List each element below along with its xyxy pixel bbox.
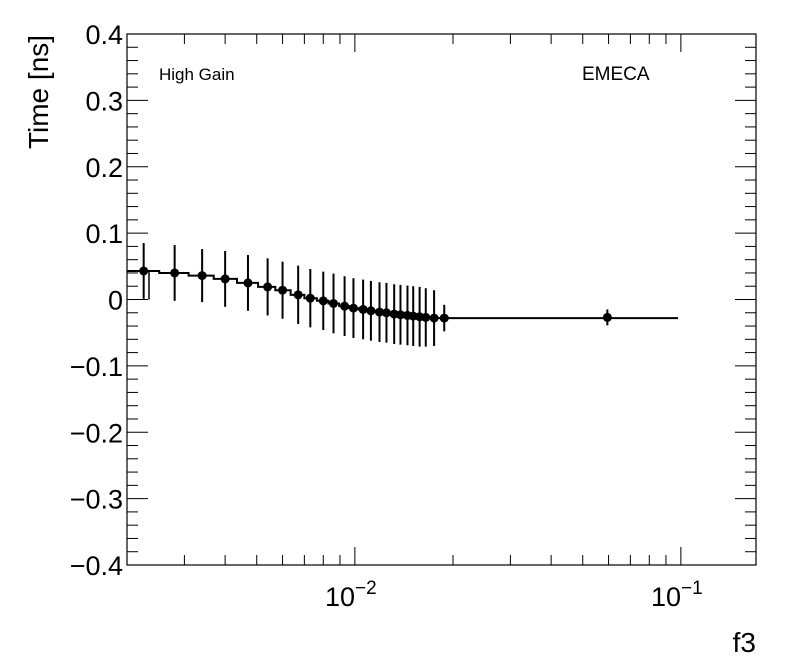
tick-labels: −0.4 −0.3 −0.2 −0.1 0 0.1 0.2 0.3 0.4 10−2 10−1	[70, 20, 703, 612]
y-tick-label: 0.4	[85, 20, 123, 50]
x-axis-title: f3	[733, 627, 756, 658]
data-point	[348, 303, 358, 313]
data-point	[278, 285, 288, 295]
y-axis-title: Time [ns]	[23, 35, 54, 149]
data-point	[329, 298, 339, 308]
y-tick-label: 0.1	[85, 219, 123, 249]
data-point	[220, 274, 230, 284]
y-tick-label: −0.3	[70, 485, 123, 515]
data-point	[318, 296, 328, 306]
y-tick-label: −0.1	[70, 352, 123, 382]
annotation-emeca: EMECA	[582, 64, 650, 85]
y-tick-label: 0	[108, 286, 123, 316]
data-point	[293, 290, 303, 300]
data-point	[395, 310, 405, 320]
y-tick-label: 0.2	[85, 153, 123, 183]
data-point	[421, 312, 431, 322]
data-point	[602, 312, 612, 322]
data-point	[243, 278, 253, 288]
annotation-high-gain: High Gain	[159, 65, 235, 84]
x-tick-label: 10−1	[651, 578, 703, 612]
data-point	[340, 301, 350, 311]
data-point	[139, 266, 149, 276]
y-tick-label: 0.3	[85, 86, 123, 116]
y-tick-label: −0.4	[70, 551, 123, 581]
data-point	[439, 313, 449, 323]
data-point	[381, 308, 391, 318]
data-point	[263, 282, 273, 292]
data-point	[358, 304, 368, 314]
data-point	[197, 271, 207, 281]
data-point	[305, 293, 315, 303]
data-series	[127, 243, 678, 347]
data-point	[170, 268, 180, 278]
plot-frame	[126, 33, 757, 566]
data-point	[374, 307, 384, 317]
y-tick-label: −0.2	[70, 418, 123, 448]
data-point	[429, 313, 439, 323]
x-tick-label: 10−2	[325, 578, 377, 612]
data-point	[366, 306, 376, 316]
